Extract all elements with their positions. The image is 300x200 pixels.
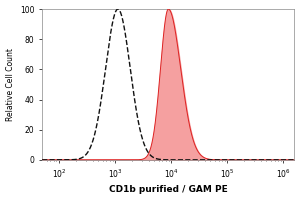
Y-axis label: Relative Cell Count: Relative Cell Count (6, 48, 15, 121)
X-axis label: CD1b purified / GAM PE: CD1b purified / GAM PE (109, 185, 228, 194)
